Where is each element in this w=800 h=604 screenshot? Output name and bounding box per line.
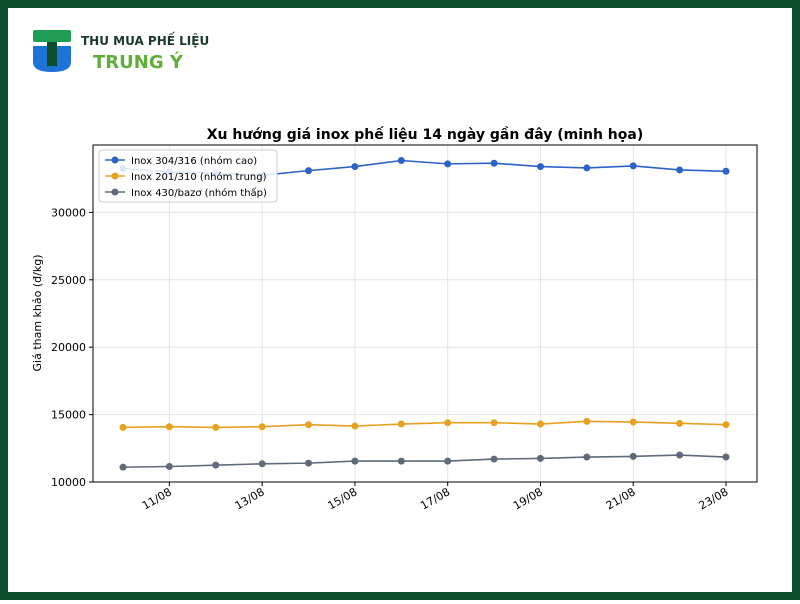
legend-marker <box>111 188 119 196</box>
data-point <box>212 461 220 469</box>
legend-marker <box>111 172 119 180</box>
data-point <box>305 421 313 429</box>
data-point <box>305 167 313 175</box>
y-tick-label: 15000 <box>51 409 86 422</box>
data-point <box>629 418 637 426</box>
data-point <box>490 159 498 167</box>
data-point <box>536 163 544 171</box>
data-point <box>676 419 684 427</box>
data-point <box>490 455 498 463</box>
data-point <box>397 457 405 465</box>
data-point <box>583 164 591 172</box>
series-line <box>122 420 727 429</box>
data-point <box>351 457 359 465</box>
data-point <box>676 451 684 459</box>
data-point <box>722 167 730 175</box>
y-tick-label: 25000 <box>51 274 86 287</box>
legend-marker <box>111 156 119 164</box>
data-point <box>165 423 173 431</box>
data-point <box>583 417 591 425</box>
data-point <box>444 457 452 465</box>
data-point <box>212 423 220 431</box>
data-point <box>722 421 730 429</box>
data-point <box>397 157 405 165</box>
data-point <box>258 423 266 431</box>
data-point <box>490 419 498 427</box>
data-point <box>444 160 452 168</box>
data-point <box>676 166 684 174</box>
legend-box <box>98 149 278 203</box>
data-point <box>536 454 544 462</box>
legend-label: Inox 304/316 (nhóm cao) <box>131 155 257 167</box>
data-point <box>629 452 637 460</box>
data-point <box>119 423 127 431</box>
data-point <box>351 163 359 171</box>
data-point <box>305 459 313 467</box>
series-line <box>122 454 727 468</box>
brand-line1: THU MUA PHẾ LIỆU <box>81 32 209 48</box>
data-point <box>258 460 266 468</box>
y-tick-label: 20000 <box>51 341 86 354</box>
legend-label: Inox 430/bazơ (nhóm thấp) <box>131 187 267 199</box>
data-point <box>583 453 591 461</box>
data-point <box>722 453 730 461</box>
y-tick-label: 30000 <box>51 206 86 219</box>
data-point <box>444 419 452 427</box>
legend-label: Inox 201/310 (nhóm trung) <box>131 171 267 183</box>
logo-icon <box>33 30 71 72</box>
canvas <box>8 8 792 592</box>
data-point <box>629 162 637 170</box>
plot-area <box>92 144 758 483</box>
data-point <box>351 422 359 430</box>
data-point <box>536 420 544 428</box>
y-tick-label: 10000 <box>51 476 86 489</box>
data-point <box>397 420 405 428</box>
brand-line2: TRUNG Ý <box>93 51 184 73</box>
data-point <box>119 463 127 471</box>
y-axis-label: Giá tham khảo (đ/kg) <box>31 255 44 372</box>
chart-title: Xu hướng giá inox phế liệu 14 ngày gần đ… <box>207 126 644 143</box>
data-point <box>165 462 173 470</box>
